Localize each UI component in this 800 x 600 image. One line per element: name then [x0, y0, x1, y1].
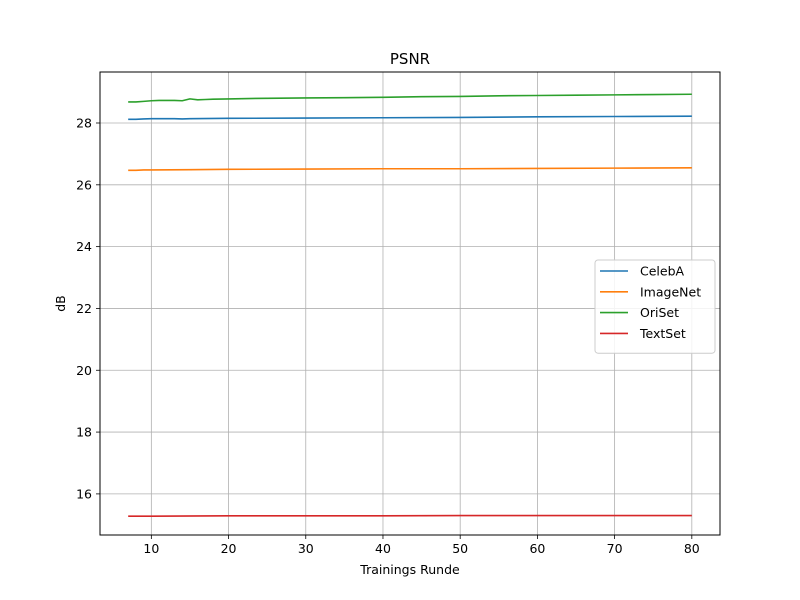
- x-tick-label: 50: [452, 541, 468, 556]
- x-tick-label: 60: [529, 541, 545, 556]
- series-line-textset: [128, 514, 692, 517]
- legend-label: CelebA: [640, 264, 685, 279]
- y-tick-label: 20: [76, 363, 92, 378]
- series-line-imagenet: [128, 167, 692, 172]
- legend-label: OriSet: [640, 305, 679, 320]
- legend-box: [594, 259, 716, 354]
- legend: CelebA ImageNet OriSet TextSet: [594, 259, 716, 354]
- x-tick-label: 70: [607, 541, 623, 556]
- y-tick-label: 22: [76, 301, 92, 316]
- y-tick-label: 18: [76, 425, 92, 440]
- x-axis-label: Trainings Runde: [359, 562, 460, 577]
- y-tick-label: 28: [76, 115, 92, 130]
- plot-area-frame: [99, 71, 721, 536]
- y-tick-label: 16: [76, 486, 92, 501]
- x-tick-label: 10: [143, 541, 159, 556]
- series-lines: [128, 93, 692, 517]
- series-line-oriset: [128, 93, 692, 103]
- x-tick-label: 80: [684, 541, 700, 556]
- x-tick-label: 40: [375, 541, 391, 556]
- x-tick-label: 20: [221, 541, 237, 556]
- grid-lines: [100, 72, 720, 535]
- y-axis-label: dB: [53, 295, 68, 312]
- series-line-celeba: [128, 115, 692, 121]
- legend-label: TextSet: [639, 326, 686, 341]
- legend-label: ImageNet: [640, 284, 701, 299]
- chart-title: PSNR: [390, 50, 430, 68]
- y-tick-label: 26: [76, 177, 92, 192]
- axis-ticks: 10 20 30 40 50 60 70 80 16 18 20 22 24 26 28: [76, 115, 700, 556]
- x-tick-label: 30: [298, 541, 314, 556]
- y-tick-label: 24: [76, 239, 92, 254]
